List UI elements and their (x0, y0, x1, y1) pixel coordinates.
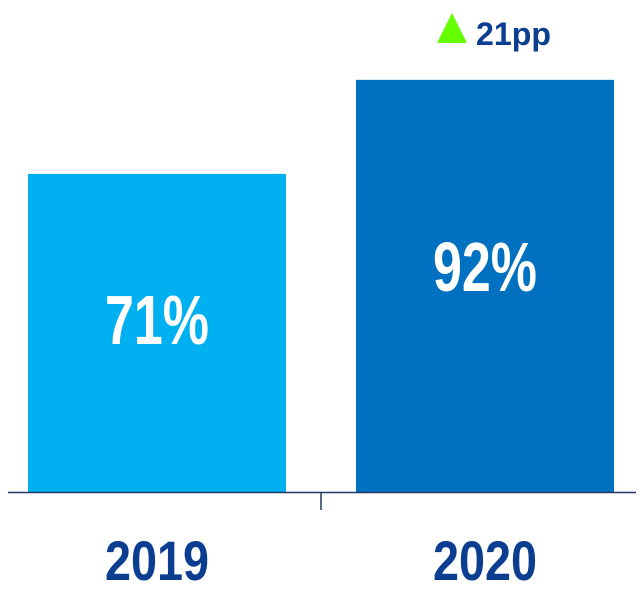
delta-annotation: 21pp (437, 13, 551, 52)
up-triangle-icon (437, 13, 467, 43)
bar-2019 (28, 173, 286, 493)
bar-value-label-2019: 71% (105, 281, 209, 359)
delta-label: 21pp (476, 16, 551, 52)
bar-value-label-2020: 92% (433, 228, 537, 306)
labels-layer: 71% 2019 92% 2020 (105, 228, 537, 591)
bar-2020 (356, 79, 614, 492)
bars-layer (28, 79, 614, 493)
category-label-2019: 2019 (105, 529, 209, 591)
category-label-2020: 2020 (433, 529, 537, 591)
